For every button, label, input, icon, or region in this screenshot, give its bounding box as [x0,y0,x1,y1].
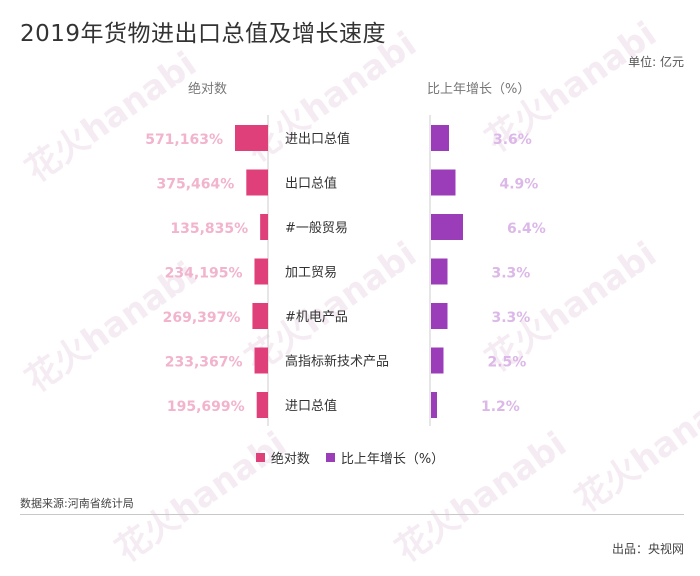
data-label-growth: 3.3% [492,310,531,326]
bar-absolute [256,392,268,418]
credit: 出品：央视网 [611,542,684,556]
data-label-absolute: 195,699% [167,399,245,415]
legend-label-absolute: 绝对数 [270,452,310,467]
chart-title: 2019年货物进出口总值及增长速度 [20,21,387,47]
bar-growth [431,392,437,418]
data-label-growth: 3.3% [492,266,531,282]
bar-growth [431,169,456,196]
category-label: 进口总值 [285,398,337,414]
bar-growth [431,258,448,285]
category-label: 出口总值 [285,176,337,192]
footer-divider [20,514,684,515]
bar-absolute [260,214,268,240]
data-label-absolute: 375,464% [157,177,235,193]
bar-absolute [235,125,268,151]
right-column-header: 比上年增长（%） [427,82,531,97]
bar-absolute [254,258,268,285]
source-note: 数据来源:河南省统计局 [20,497,134,510]
bar-growth [431,125,449,151]
data-label-absolute: 233,367% [165,355,243,371]
bar-absolute [252,303,268,329]
legend-swatch-growth [325,453,335,462]
legend-swatch-absolute [255,453,265,462]
data-label-growth: 2.5% [488,355,527,371]
unit-label: 单位: 亿元 [628,55,684,69]
bar-absolute [254,347,268,374]
category-label: 高指标新技术产品 [285,354,389,370]
legend-item-growth: 比上年增长（%） [325,448,445,467]
category-label: #机电产品 [285,310,348,325]
data-label-absolute: 135,835% [170,221,248,237]
data-label-absolute: 571,163% [145,132,223,148]
bar-absolute [246,169,268,196]
category-label: 加工贸易 [285,266,337,281]
category-label: #一般贸易 [285,220,348,236]
data-label-growth: 1.2% [481,399,520,415]
data-label-growth: 6.4% [507,221,546,237]
legend: 绝对数 比上年增长（%） [0,448,700,467]
bar-growth [431,303,448,329]
category-label: 进出口总值 [285,131,350,147]
bar-growth [431,214,463,240]
legend-item-absolute: 绝对数 [255,448,310,467]
data-label-growth: 3.6% [493,132,532,148]
bar-growth [431,347,444,374]
left-column-header: 绝对数 [188,82,228,97]
legend-label-growth: 比上年增长（%） [340,452,445,467]
data-label-growth: 4.9% [500,177,539,193]
data-label-absolute: 234,195% [165,266,243,282]
data-label-absolute: 269,397% [163,310,241,326]
